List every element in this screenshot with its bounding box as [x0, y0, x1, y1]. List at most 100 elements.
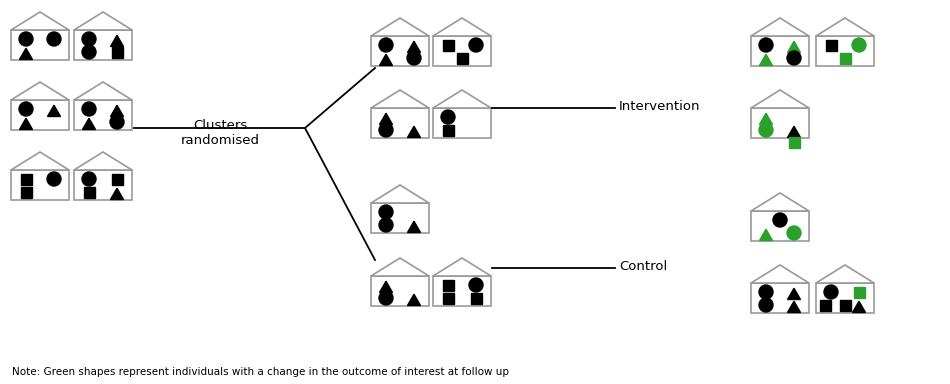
Polygon shape	[751, 265, 809, 283]
Circle shape	[82, 45, 96, 59]
Polygon shape	[788, 288, 801, 300]
Bar	[816, 36, 874, 66]
Polygon shape	[379, 54, 392, 66]
Polygon shape	[74, 82, 132, 100]
Circle shape	[379, 291, 393, 305]
Bar	[751, 211, 809, 241]
Bar	[74, 30, 132, 60]
Bar	[840, 300, 850, 311]
Bar	[11, 170, 69, 200]
Polygon shape	[751, 193, 809, 211]
Polygon shape	[433, 18, 491, 36]
Bar	[433, 276, 491, 306]
Polygon shape	[816, 18, 874, 36]
Circle shape	[47, 172, 61, 186]
Polygon shape	[852, 301, 865, 313]
Polygon shape	[408, 41, 421, 53]
Polygon shape	[110, 105, 124, 116]
Bar	[371, 276, 429, 306]
Bar	[21, 174, 31, 184]
Polygon shape	[48, 105, 61, 116]
Circle shape	[379, 38, 393, 52]
Polygon shape	[11, 152, 69, 170]
Polygon shape	[433, 90, 491, 108]
Bar	[11, 30, 69, 60]
Polygon shape	[110, 35, 124, 46]
Circle shape	[379, 218, 393, 232]
Polygon shape	[371, 18, 429, 36]
Polygon shape	[11, 12, 69, 30]
Text: Intervention: Intervention	[619, 99, 700, 113]
Bar	[443, 40, 453, 51]
Bar	[84, 187, 94, 197]
Bar	[853, 286, 864, 298]
Polygon shape	[371, 258, 429, 276]
Polygon shape	[20, 48, 32, 60]
Polygon shape	[379, 113, 392, 124]
Bar	[826, 40, 837, 51]
Bar	[820, 300, 830, 311]
Circle shape	[441, 110, 455, 124]
Polygon shape	[816, 265, 874, 283]
Circle shape	[47, 32, 61, 46]
Polygon shape	[788, 301, 801, 313]
Bar	[11, 100, 69, 130]
Polygon shape	[433, 258, 491, 276]
Bar	[371, 203, 429, 233]
Bar	[443, 293, 453, 303]
Polygon shape	[788, 126, 801, 137]
Circle shape	[759, 285, 773, 299]
Bar	[443, 124, 453, 136]
Polygon shape	[788, 41, 801, 53]
Polygon shape	[74, 152, 132, 170]
Bar	[371, 108, 429, 138]
Bar	[751, 36, 809, 66]
Circle shape	[759, 298, 773, 312]
Polygon shape	[759, 229, 772, 240]
Circle shape	[469, 38, 483, 52]
Circle shape	[787, 226, 801, 240]
Bar	[457, 53, 467, 63]
Polygon shape	[751, 18, 809, 36]
Polygon shape	[759, 113, 772, 124]
Polygon shape	[110, 188, 124, 200]
Circle shape	[407, 51, 421, 65]
Polygon shape	[408, 221, 421, 232]
Bar	[751, 283, 809, 313]
Bar	[74, 170, 132, 200]
Bar	[470, 293, 482, 303]
Polygon shape	[83, 118, 96, 129]
Bar	[816, 283, 874, 313]
Circle shape	[110, 115, 124, 129]
Polygon shape	[408, 294, 421, 306]
Circle shape	[469, 278, 483, 292]
Bar	[443, 280, 453, 291]
Polygon shape	[20, 118, 32, 129]
Circle shape	[759, 38, 773, 52]
Circle shape	[82, 102, 96, 116]
Text: Note: Green shapes represent individuals with a change in the outcome of interes: Note: Green shapes represent individuals…	[12, 367, 509, 377]
Bar	[74, 100, 132, 130]
Circle shape	[773, 213, 787, 227]
Bar	[21, 187, 31, 197]
Bar	[433, 36, 491, 66]
Bar	[840, 53, 850, 63]
Circle shape	[379, 123, 393, 137]
Circle shape	[787, 51, 801, 65]
Bar	[433, 108, 491, 138]
Polygon shape	[379, 281, 392, 293]
Circle shape	[19, 32, 33, 46]
Circle shape	[82, 32, 96, 46]
Text: Control: Control	[619, 260, 667, 273]
Bar	[111, 46, 123, 58]
Polygon shape	[371, 185, 429, 203]
Bar	[371, 36, 429, 66]
Circle shape	[379, 205, 393, 219]
Bar	[788, 136, 800, 147]
Polygon shape	[74, 12, 132, 30]
Bar	[751, 108, 809, 138]
Polygon shape	[751, 90, 809, 108]
Polygon shape	[759, 54, 772, 66]
Circle shape	[852, 38, 866, 52]
Text: Clusters
randomised: Clusters randomised	[180, 119, 259, 147]
